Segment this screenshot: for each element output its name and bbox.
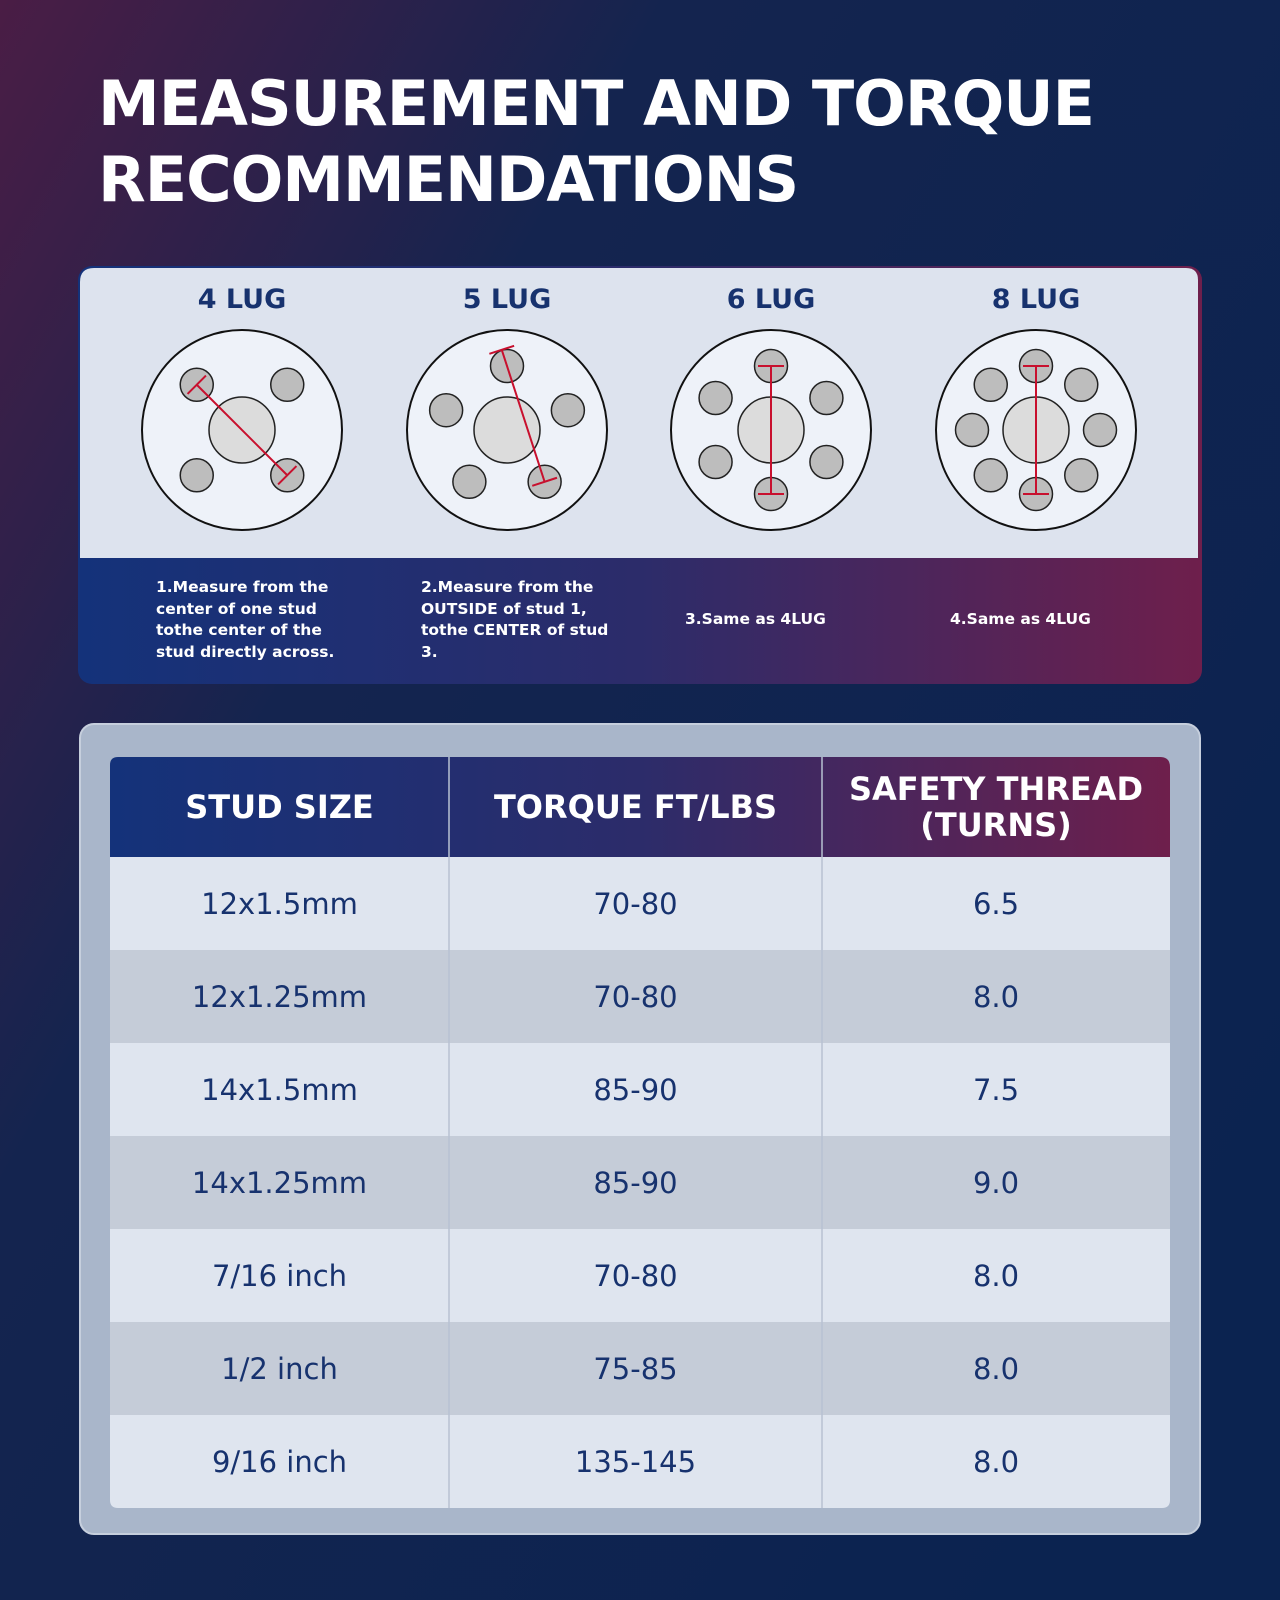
lug-label: 5 LUG (462, 284, 552, 315)
table-cell: 70-80 (593, 979, 678, 1014)
stud (179, 458, 214, 493)
table-cell: 1/2 inch (221, 1351, 338, 1386)
table-row-bg (110, 950, 1170, 1043)
stud (698, 380, 733, 416)
table-cell: 9/16 inch (211, 1444, 348, 1479)
stud (428, 392, 464, 428)
table-row-bg (110, 1136, 1170, 1229)
measure-cap (186, 374, 207, 395)
measure-cap (277, 465, 298, 486)
stud (809, 444, 844, 480)
measure-line (500, 349, 546, 483)
wheel-diagrams (141, 329, 1137, 531)
stud (452, 464, 487, 500)
stud (1064, 367, 1099, 402)
lug-note: 2.Measure from the OUTSIDE of stud 1, to… (421, 578, 609, 661)
stud (698, 444, 733, 480)
table-cell: 70-80 (593, 886, 678, 921)
stud (973, 367, 1008, 402)
stud (1064, 458, 1099, 493)
table-row-bg (110, 1043, 1170, 1136)
table-cell: 135-145 (574, 1444, 697, 1479)
stud (1082, 412, 1118, 448)
table-cell: 7.5 (972, 1072, 1020, 1107)
table-header-cell: TORQUE FT/LBS (493, 788, 778, 826)
table-cell: 8.0 (972, 1444, 1020, 1479)
table-cell: 85-90 (593, 1165, 678, 1200)
measure-cap (531, 476, 558, 487)
table-cell: 8.0 (972, 979, 1020, 1014)
lug-note: 1.Measure from the center of one stud to… (156, 578, 335, 661)
table-cell: 12x1.5mm (201, 886, 358, 921)
measure-cap (489, 344, 515, 355)
table-rows (110, 757, 1170, 1508)
stud (809, 380, 844, 416)
table-cell: 12x1.25mm (191, 979, 368, 1014)
lug-label: 8 LUG (991, 284, 1081, 315)
table-row-bg (110, 1415, 1170, 1508)
table-header-cell: STUD SIZE (185, 788, 374, 826)
table-cell: 8.0 (972, 1258, 1020, 1293)
stud (954, 412, 990, 448)
table-cell: 6.5 (972, 886, 1020, 921)
table-cell: 9.0 (972, 1165, 1020, 1200)
table-header-cell: SAFETY THREAD (TURNS) (848, 770, 1144, 844)
measure-line (196, 384, 288, 476)
hub (473, 396, 541, 464)
table-cell: 14x1.25mm (191, 1165, 368, 1200)
table-row-bg (110, 1322, 1170, 1415)
lug-label: 4 LUG (197, 284, 287, 315)
title: MEASUREMENT AND TORQUE RECOMMENDATIONS (98, 67, 1095, 216)
table-row-bg (110, 857, 1170, 950)
table-cell: 7/16 inch (211, 1258, 348, 1293)
lug-label: 6 LUG (726, 284, 816, 315)
table-cell: 8.0 (972, 1351, 1020, 1386)
lug-note: 3.Same as 4LUG (685, 610, 826, 629)
table-cell: 75-85 (593, 1351, 678, 1386)
table-header-bg (110, 757, 1170, 857)
table-cell: 70-80 (593, 1258, 678, 1293)
stud (270, 367, 305, 402)
stud (550, 392, 586, 428)
table-cell: 14x1.5mm (201, 1072, 358, 1107)
lug-note: 4.Same as 4LUG (950, 610, 1091, 629)
table-cell: 85-90 (593, 1072, 678, 1107)
table-row-bg (110, 1229, 1170, 1322)
stud (973, 458, 1008, 493)
lug-panel-top (80, 268, 1198, 558)
